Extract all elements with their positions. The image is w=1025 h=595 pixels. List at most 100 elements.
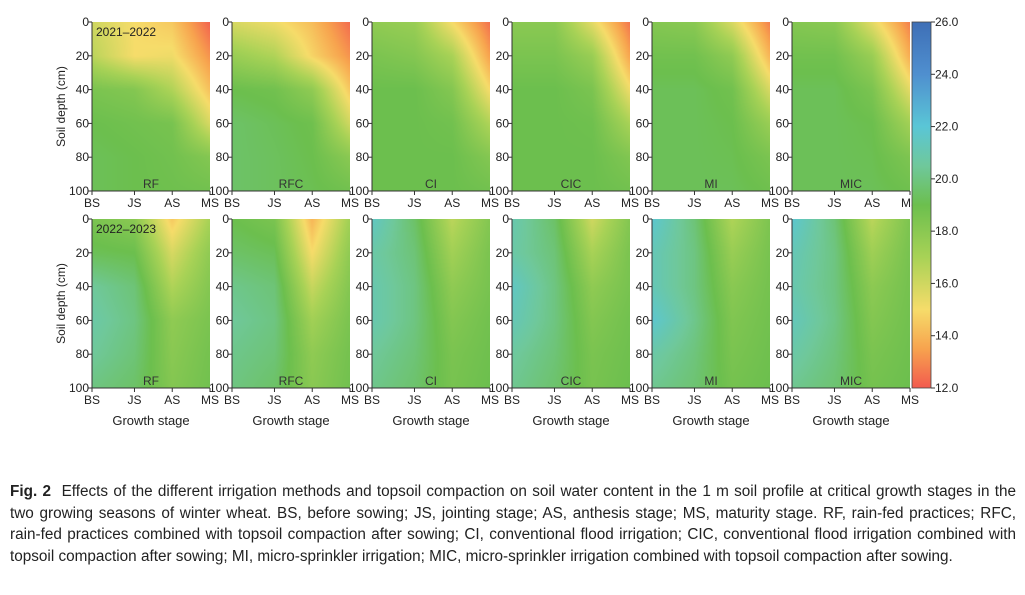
y-tick-label: 100 [349,184,369,198]
heatmap-surface [652,22,770,191]
y-tick-label: 0 [222,15,229,29]
y-tick-label: 40 [216,280,230,294]
heatmap-surface [232,219,350,388]
panel-label: MI [704,177,717,191]
y-tick-label: 0 [642,15,649,29]
y-tick-label: 80 [356,347,370,361]
x-tick-label: MS [341,393,359,407]
heatmap-surface [792,22,910,191]
heatmap-surface [232,22,350,191]
y-tick-label: 40 [356,280,370,294]
y-tick-label: 0 [362,212,369,226]
y-tick-label: 20 [76,49,90,63]
y-tick-label: 20 [76,246,90,260]
y-tick-label: 40 [636,280,650,294]
x-tick-label: AS [164,196,180,210]
y-tick-label: 40 [636,83,650,97]
y-tick-label: 80 [776,150,790,164]
x-tick-label: MS [341,196,359,210]
y-axis-title: Soil depth (cm) [54,263,68,344]
y-tick-label: 40 [356,83,370,97]
x-tick-label: AS [584,393,600,407]
figure-caption: Fig. 2 Effects of the different irrigati… [10,481,1016,567]
y-tick-label: 100 [209,184,229,198]
panel-label: RFC [279,177,304,191]
y-tick-label: 40 [216,83,230,97]
x-tick-label: BS [784,196,800,210]
panel-label: MIC [840,177,862,191]
y-tick-label: 20 [776,49,790,63]
panel-label: CIC [561,374,582,388]
x-tick-label: AS [444,393,460,407]
y-tick-label: 100 [769,184,789,198]
y-tick-label: 20 [356,246,370,260]
x-tick-label: BS [644,196,660,210]
y-tick-label: 60 [76,313,90,327]
y-tick-label: 80 [356,150,370,164]
x-tick-label: AS [864,196,880,210]
x-tick-label: AS [164,393,180,407]
x-tick-label: JS [407,196,421,210]
y-tick-label: 80 [216,150,230,164]
x-tick-label: MS [621,393,639,407]
y-tick-label: 20 [216,49,230,63]
x-tick-label: BS [784,393,800,407]
x-tick-label: BS [224,393,240,407]
y-tick-label: 0 [502,212,509,226]
x-axis-title: Growth stage [672,413,749,428]
heatmap-surface [372,219,490,388]
x-tick-label: AS [724,393,740,407]
y-tick-label: 100 [209,381,229,395]
colorbar-gradient [911,21,932,389]
y-tick-label: 80 [76,150,90,164]
y-tick-label: 0 [222,212,229,226]
y-tick-label: 100 [349,381,369,395]
x-tick-label: JS [687,393,701,407]
y-tick-label: 40 [76,280,90,294]
x-tick-label: BS [84,393,100,407]
x-tick-label: JS [547,393,561,407]
x-tick-label: JS [687,196,701,210]
x-tick-label: MS [201,196,219,210]
x-tick-label: JS [267,393,281,407]
y-tick-label: 60 [636,116,650,130]
colorbar-tick-label: 26.0 [935,15,959,29]
y-tick-label: 100 [489,381,509,395]
colorbar-tick-label: 16.0 [935,276,959,290]
x-axis-title: Growth stage [812,413,889,428]
panel-label: RF [143,177,159,191]
panel-label: MIC [840,374,862,388]
x-tick-label: BS [644,393,660,407]
x-tick-label: MS [761,196,779,210]
y-tick-label: 20 [356,49,370,63]
caption-figure-label: Fig. 2 [10,483,51,500]
x-tick-label: MS [201,393,219,407]
y-tick-label: 80 [636,347,650,361]
panel-label: MI [704,374,717,388]
y-tick-label: 60 [496,313,510,327]
y-tick-label: 100 [629,381,649,395]
x-axis-title: Growth stage [112,413,189,428]
panel-label: RF [143,374,159,388]
y-tick-label: 20 [216,246,230,260]
season-label: 2021–2022 [96,25,156,39]
y-tick-label: 20 [636,49,650,63]
y-tick-label: 60 [356,313,370,327]
y-tick-label: 40 [496,83,510,97]
panel-label: CIC [561,177,582,191]
y-tick-label: 0 [502,15,509,29]
x-axis-title: Growth stage [252,413,329,428]
x-tick-label: JS [547,196,561,210]
y-tick-label: 80 [216,347,230,361]
x-tick-label: JS [127,393,141,407]
x-tick-label: BS [364,393,380,407]
